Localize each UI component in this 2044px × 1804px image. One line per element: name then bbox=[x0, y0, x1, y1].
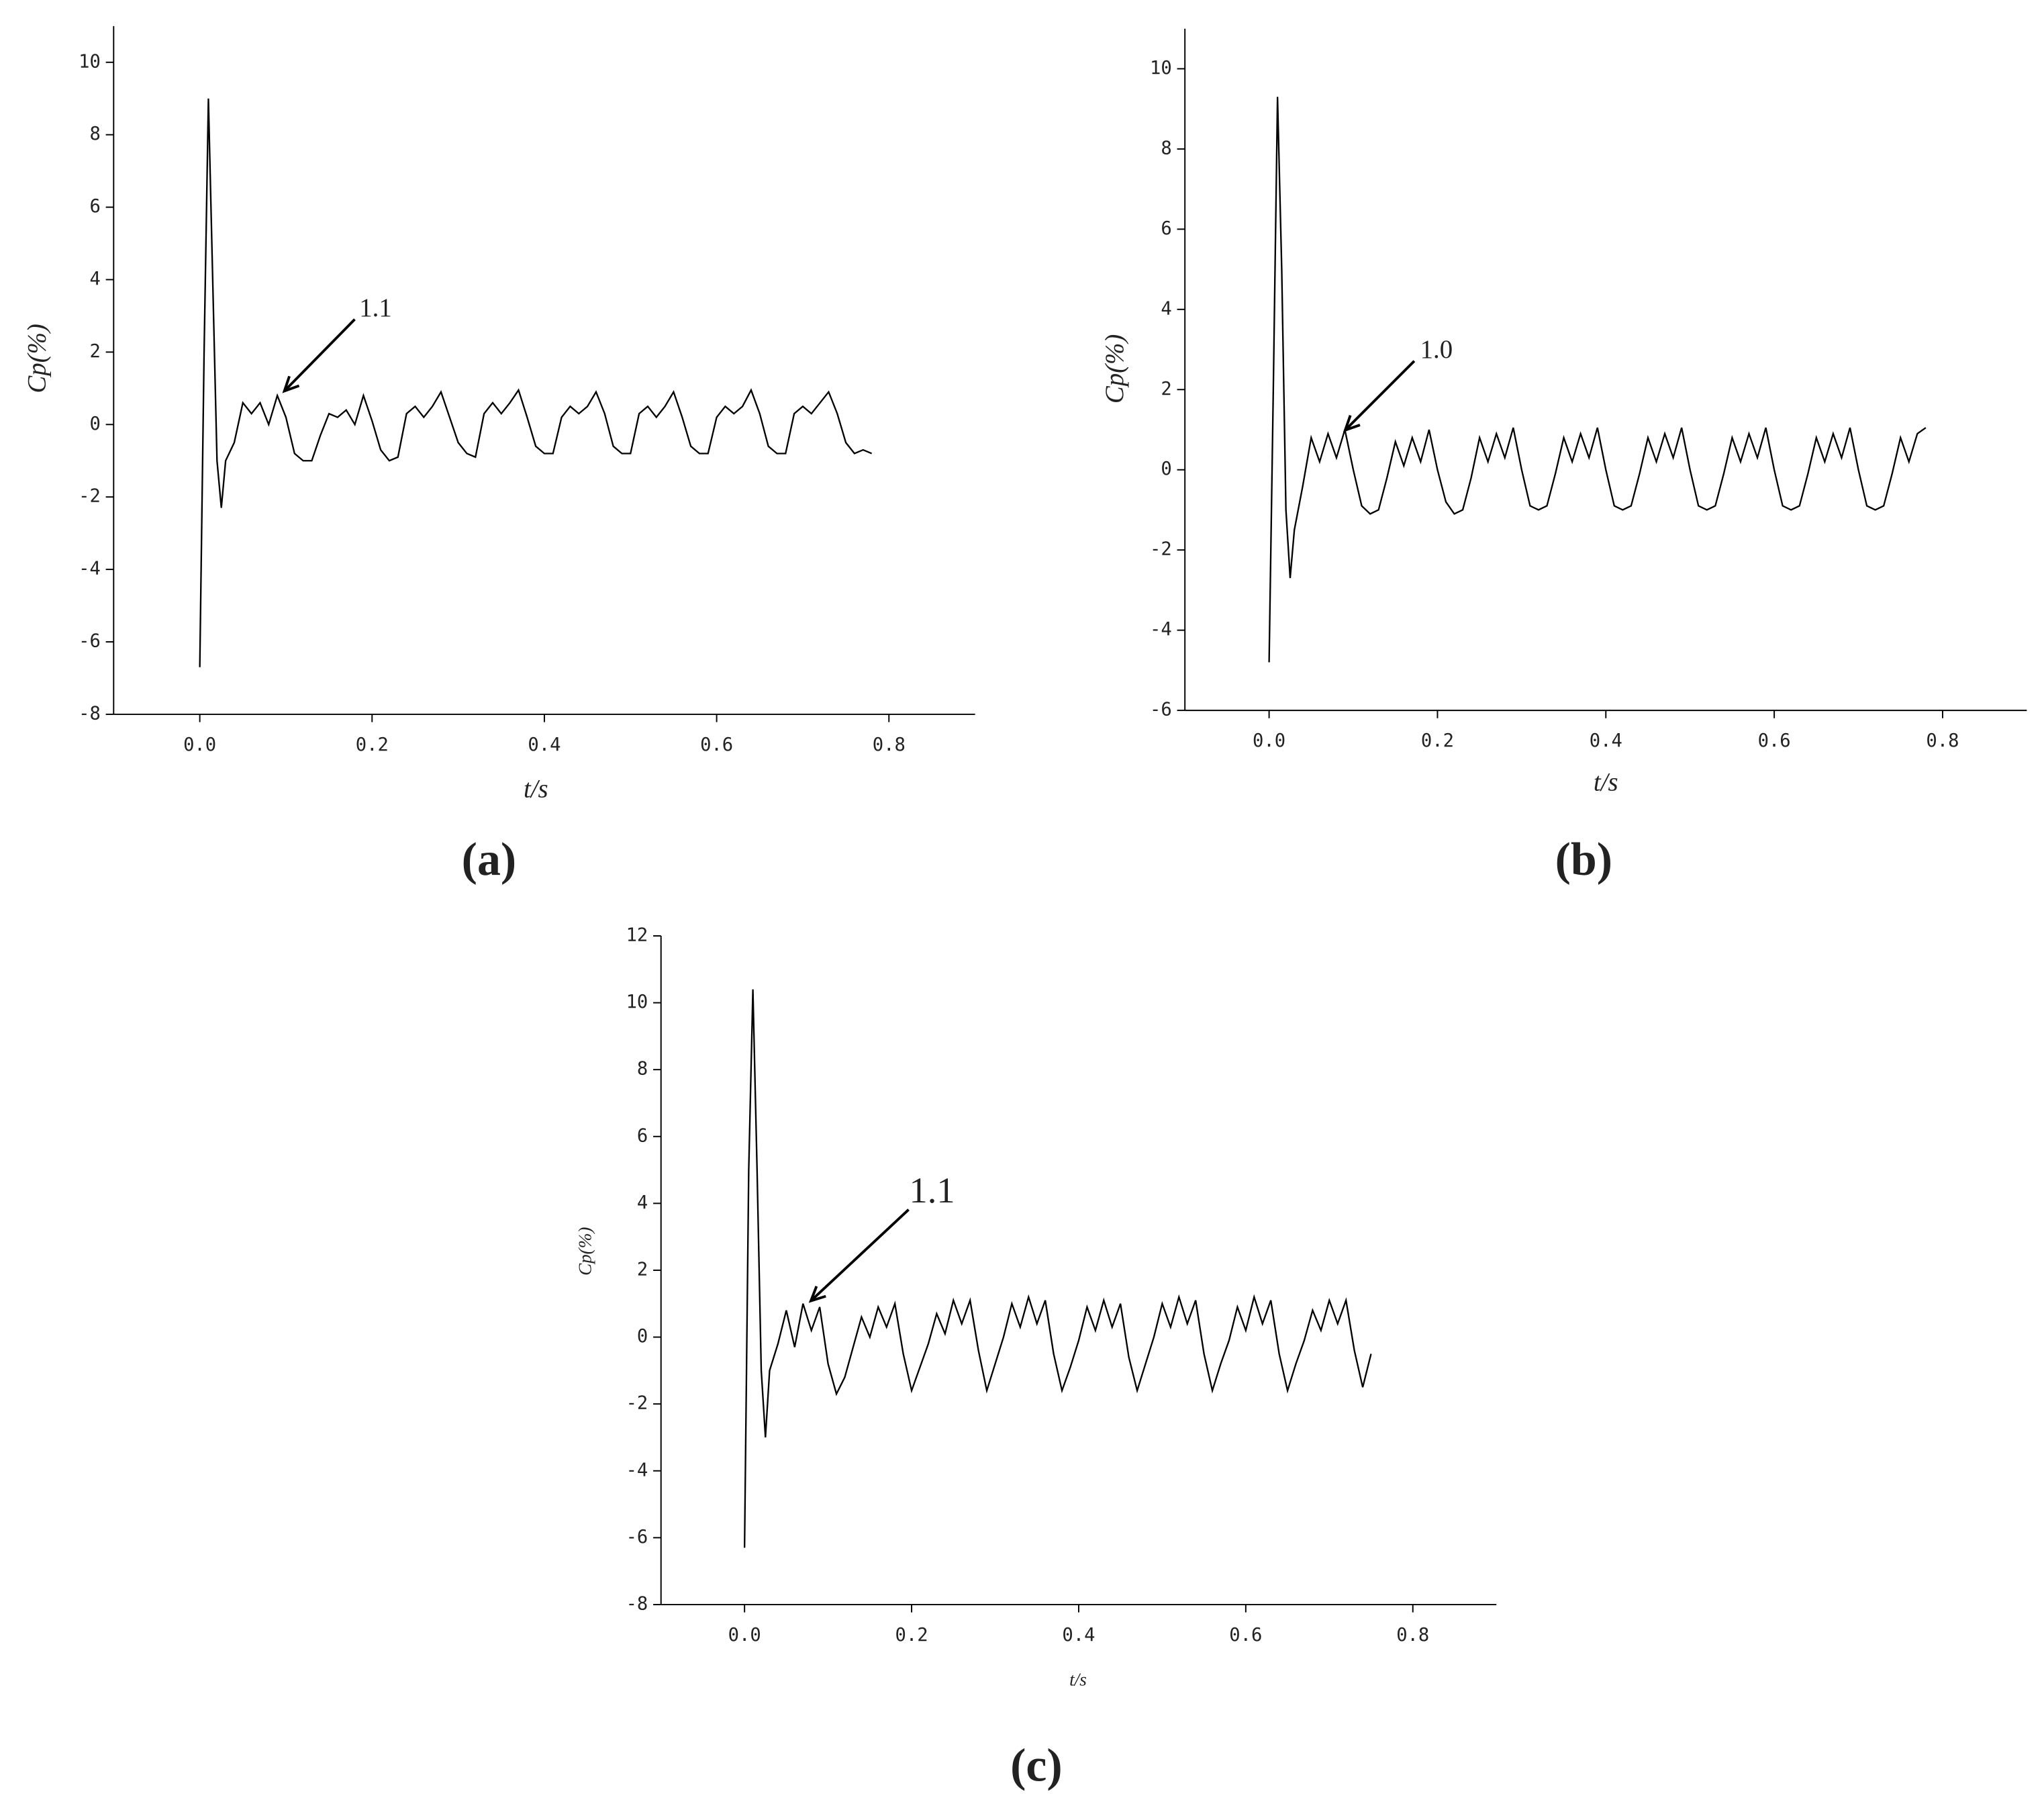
y-tick-label: 2 bbox=[90, 341, 101, 362]
y-tick-label: -4 bbox=[626, 1460, 648, 1480]
x-tick-label: 0.8 bbox=[873, 734, 906, 755]
subfigure-caption: (c) bbox=[1010, 1740, 1063, 1792]
y-tick-label: -6 bbox=[1150, 700, 1172, 720]
y-axis-label: Cp(%) bbox=[23, 324, 52, 393]
y-tick-label: -2 bbox=[1150, 539, 1172, 560]
x-tick-label: 0.6 bbox=[700, 734, 733, 755]
x-tick-label: 0.2 bbox=[1421, 730, 1454, 751]
y-tick-label: -4 bbox=[1150, 619, 1172, 640]
y-tick-label: 8 bbox=[1161, 138, 1171, 158]
y-tick-label: 0 bbox=[90, 414, 101, 434]
y-axis-label: Cp(%) bbox=[1100, 334, 1129, 403]
y-tick-label: -2 bbox=[79, 486, 101, 507]
y-tick-label: 2 bbox=[1161, 379, 1171, 399]
y-tick-label: 2 bbox=[637, 1259, 648, 1280]
y-tick-label: -6 bbox=[626, 1527, 648, 1548]
x-tick-label: 0.6 bbox=[1758, 730, 1791, 751]
y-axis-label: Cp(%) bbox=[575, 1227, 595, 1276]
annotation: 1.1 bbox=[910, 1170, 955, 1210]
y-tick-label: 8 bbox=[90, 124, 101, 144]
y-tick-label: 10 bbox=[626, 992, 648, 1012]
x-tick-label: 0.4 bbox=[1590, 730, 1622, 751]
y-tick-label: -4 bbox=[79, 559, 101, 579]
y-tick-label: 10 bbox=[1150, 58, 1172, 79]
y-tick-label: 6 bbox=[637, 1125, 648, 1146]
data-line bbox=[199, 98, 873, 667]
subfigure-caption: (a) bbox=[462, 834, 516, 886]
data-line bbox=[1268, 97, 1927, 663]
x-axis-label: t/s bbox=[1594, 768, 1618, 797]
x-axis-label: t/s bbox=[1069, 1670, 1087, 1690]
y-tick-label: -6 bbox=[79, 631, 101, 652]
annotation-arrow bbox=[1344, 360, 1416, 432]
y-tick-label: -8 bbox=[626, 1593, 648, 1614]
y-tick-label: 4 bbox=[1161, 298, 1171, 319]
y-tick-label: 12 bbox=[626, 924, 648, 945]
y-tick-label: 10 bbox=[79, 51, 101, 72]
y-tick-label: 0 bbox=[637, 1326, 648, 1347]
arrow-head bbox=[808, 1286, 826, 1303]
subfigure-caption: (b) bbox=[1555, 834, 1612, 886]
data-line bbox=[743, 989, 1372, 1548]
x-tick-label: 0.4 bbox=[528, 734, 561, 755]
annotation: 1.0 bbox=[1420, 335, 1453, 364]
x-axis-label: t/s bbox=[524, 774, 548, 803]
x-tick-label: 0.0 bbox=[183, 734, 216, 755]
y-tick-label: 6 bbox=[90, 196, 101, 217]
annotation-arrow bbox=[810, 1208, 910, 1302]
y-tick-label: -8 bbox=[79, 703, 101, 724]
x-tick-label: 0.4 bbox=[1062, 1625, 1095, 1646]
y-tick-label: 6 bbox=[1161, 218, 1171, 239]
x-tick-label: 0.8 bbox=[1396, 1625, 1429, 1646]
arrow-head bbox=[282, 375, 300, 393]
x-tick-label: 0.2 bbox=[895, 1625, 928, 1646]
y-tick-label: 0 bbox=[1161, 459, 1171, 479]
x-tick-label: 0.2 bbox=[356, 734, 389, 755]
y-tick-label: 4 bbox=[90, 269, 101, 289]
y-tick-label: 4 bbox=[637, 1192, 648, 1213]
annotation: 1.1 bbox=[359, 293, 392, 322]
annotation-arrow bbox=[283, 318, 356, 392]
x-tick-label: 0.0 bbox=[1253, 730, 1285, 751]
y-tick-label: -2 bbox=[626, 1393, 648, 1414]
y-tick-label: 8 bbox=[637, 1059, 648, 1080]
arrow-head bbox=[1343, 415, 1361, 432]
x-tick-label: 0.0 bbox=[728, 1625, 761, 1646]
x-tick-label: 0.8 bbox=[1926, 730, 1959, 751]
x-tick-label: 0.6 bbox=[1229, 1625, 1262, 1646]
